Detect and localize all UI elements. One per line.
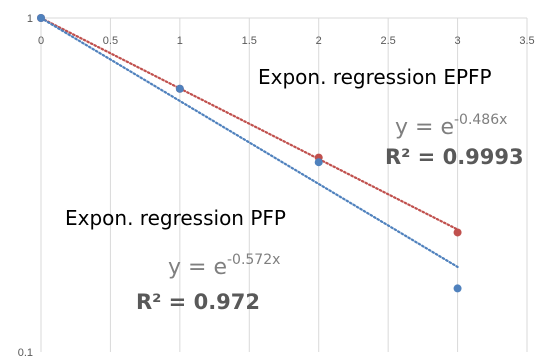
point-layer: [37, 14, 462, 293]
x-tick-label-3: 1.5: [242, 35, 257, 47]
point-pfp-1: [175, 84, 184, 93]
x-tick-label-4: 2: [316, 35, 322, 47]
y-tick-label-1: 1: [27, 13, 33, 25]
x-tick-label-2: 1: [177, 35, 183, 47]
grid-layer: [109, 18, 528, 352]
x-tick-label-6: 3: [455, 35, 461, 47]
y-tick-label-0: 0.1: [18, 347, 33, 359]
x-tick-label-0: 0: [38, 35, 44, 47]
trendline-epfp: [39, 16, 459, 231]
annotation-equation-epfp: y = e-0.486x: [395, 112, 507, 140]
point-pfp-0: [37, 14, 45, 22]
trendline-pfp: [39, 16, 459, 269]
equation-base-epfp: y = e: [395, 115, 454, 140]
axis-layer: 0 0.5 1 1.5 2 2.5 3 3.5 0.1 1: [18, 13, 535, 359]
annotation-title-epfp: Expon. regression EPFP: [258, 65, 492, 89]
point-epfp-3: [453, 228, 462, 237]
trendline-layer: [39, 16, 459, 269]
x-tick-label-1: 0.5: [103, 35, 118, 47]
annotation-equation-pfp: y = e-0.572x: [168, 252, 280, 280]
annotation-title-pfp: Expon. regression PFP: [65, 206, 286, 230]
equation-exponent-pfp: -0.572x: [227, 252, 280, 268]
equation-exponent-epfp: -0.486x: [454, 112, 507, 128]
annotation-r2-epfp: R² = 0.9993: [385, 145, 524, 169]
point-pfp-3: [453, 284, 462, 293]
annotation-r2-pfp: R² = 0.972: [136, 290, 260, 314]
x-tick-label-5: 2.5: [380, 35, 395, 47]
point-pfp-2: [314, 158, 323, 167]
x-tick-label-7: 3.5: [519, 35, 534, 47]
equation-base-pfp: y = e: [168, 255, 227, 280]
